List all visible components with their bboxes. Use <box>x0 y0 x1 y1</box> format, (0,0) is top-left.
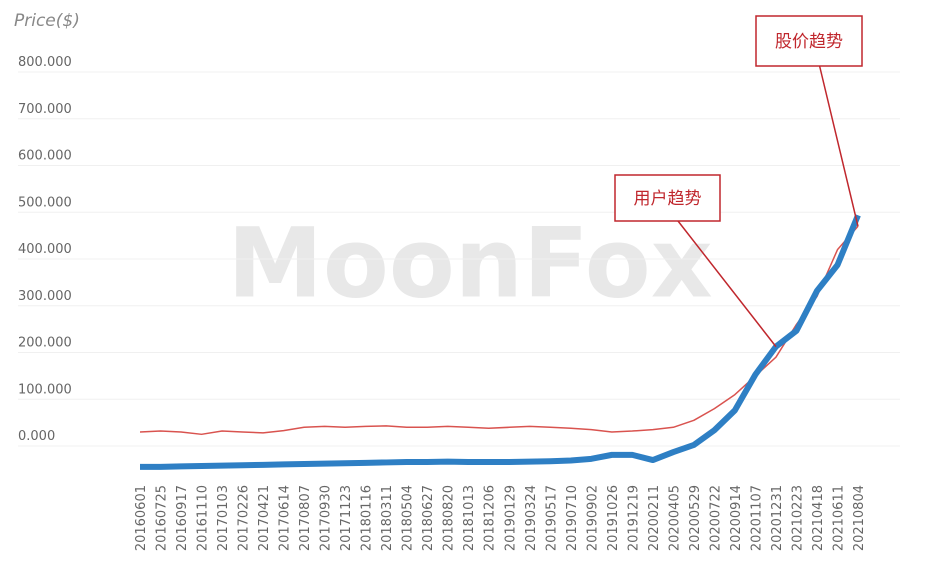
annotation-box <box>614 174 721 222</box>
x-tick-label: 20170807 <box>298 485 313 551</box>
x-tick-label: 20160601 <box>134 485 149 551</box>
y-tick-label: 200.000 <box>18 336 72 351</box>
x-tick-label: 20190129 <box>503 485 518 551</box>
x-tick-label: 20191219 <box>626 485 641 551</box>
x-tick-label: 20190517 <box>544 485 559 551</box>
x-tick-label: 20200405 <box>667 485 682 551</box>
x-tick-label: 20200529 <box>688 485 703 551</box>
x-tick-label: 20191026 <box>606 485 621 551</box>
y-tick-label: 600.000 <box>18 149 72 164</box>
watermark: MoonFox <box>227 207 712 319</box>
y-tick-label: 800.000 <box>18 55 72 70</box>
x-tick-label: 20180820 <box>442 485 457 551</box>
y-tick-label: 400.000 <box>18 242 72 257</box>
annotation-text: 股价趋势 <box>775 32 843 52</box>
x-tick-label: 20180311 <box>380 485 395 551</box>
x-tick-label: 20210418 <box>811 485 826 551</box>
x-tick-label: 20190902 <box>585 485 600 551</box>
x-tick-label: 20170421 <box>257 485 272 551</box>
x-tick-label: 20190710 <box>565 485 580 551</box>
x-tick-label: 20210804 <box>852 485 867 551</box>
y-tick-label: 700.000 <box>18 102 72 117</box>
x-tick-label: 20190324 <box>524 485 539 551</box>
x-tick-label: 20210223 <box>790 485 805 551</box>
x-tick-label: 20170614 <box>278 485 293 551</box>
x-tick-label: 20201107 <box>749 485 764 551</box>
x-tick-label: 20181206 <box>483 485 498 551</box>
x-tick-label: 20181013 <box>462 485 477 551</box>
annotation-arrow <box>818 65 859 227</box>
x-tick-label: 20200211 <box>647 485 662 551</box>
x-tick-label: 20170226 <box>237 485 252 551</box>
x-tick-label: 20180627 <box>421 485 436 551</box>
y-tick-label: 500.000 <box>18 195 72 210</box>
x-tick-label: 20160725 <box>155 485 170 551</box>
y-tick-label: 0.000 <box>18 429 55 444</box>
x-tick-label: 20171123 <box>339 485 354 551</box>
user-line <box>140 214 861 470</box>
annotation-text: 用户趋势 <box>634 189 702 209</box>
x-tick-label: 20161110 <box>196 485 211 551</box>
annotation-box <box>755 15 863 67</box>
y-tick-label: 300.000 <box>18 289 72 304</box>
price-line <box>139 225 859 436</box>
y-axis-label: Price($) <box>14 11 80 31</box>
x-tick-label: 20170930 <box>319 485 334 551</box>
x-tick-label: 20180504 <box>401 485 416 551</box>
y-tick-label: 100.000 <box>18 382 72 397</box>
x-tick-label: 20160917 <box>175 485 190 551</box>
x-tick-label: 20210611 <box>831 485 846 551</box>
x-tick-label: 20170103 <box>216 485 231 551</box>
x-tick-label: 20200914 <box>729 485 744 551</box>
x-tick-label: 20201231 <box>770 485 785 551</box>
x-tick-label: 20200722 <box>708 485 723 551</box>
x-tick-label: 20180116 <box>360 485 375 551</box>
annotation-arrow <box>677 220 777 348</box>
